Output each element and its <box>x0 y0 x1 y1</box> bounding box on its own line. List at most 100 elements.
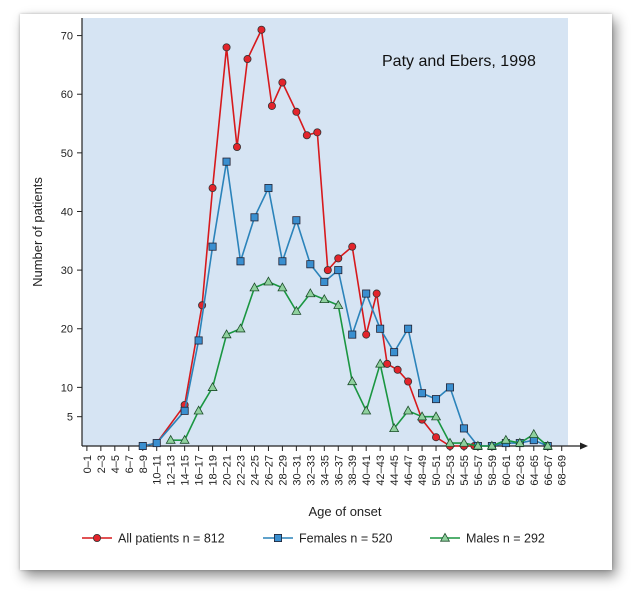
data-point <box>361 405 372 415</box>
data-point <box>319 294 330 304</box>
data-point <box>500 434 511 444</box>
x-tick-label: 28–29 <box>277 455 289 486</box>
data-point <box>302 131 311 140</box>
data-point <box>333 299 344 309</box>
data-point <box>235 323 246 333</box>
data-point <box>348 330 357 339</box>
data-point <box>292 216 301 225</box>
data-point <box>404 324 413 333</box>
data-point <box>179 434 190 444</box>
data-point <box>138 441 147 450</box>
data-point <box>233 142 242 151</box>
data-point <box>180 406 189 415</box>
x-tick-label: 52–53 <box>445 455 457 486</box>
data-point <box>222 43 231 52</box>
data-point <box>208 184 217 193</box>
x-axis-arrow <box>580 442 588 450</box>
data-point <box>528 428 539 438</box>
data-point <box>347 376 358 386</box>
y-tick-label: 30 <box>61 265 73 277</box>
x-tick-label: 34–35 <box>319 455 331 486</box>
legend-item: Males n = 292 <box>430 532 545 546</box>
data-point <box>263 276 274 286</box>
y-axis-title: Number of patients <box>30 177 45 287</box>
x-tick-label: 20–21 <box>222 455 234 486</box>
data-point <box>320 277 329 286</box>
series-3 <box>165 276 553 450</box>
y-tick-label: 5 <box>67 412 73 424</box>
x-tick-label: 42–43 <box>375 455 387 486</box>
data-point <box>444 437 456 447</box>
x-tick-label: 62–63 <box>515 455 527 486</box>
data-point <box>221 329 232 339</box>
data-point <box>348 242 357 251</box>
y-tick-label: 60 <box>61 89 73 101</box>
data-point <box>383 359 392 368</box>
data-point <box>334 254 343 263</box>
legend-label: All patients n = 812 <box>118 532 225 546</box>
data-point <box>277 282 288 292</box>
data-point <box>323 266 332 275</box>
data-point <box>458 437 470 447</box>
data-point <box>267 101 276 110</box>
data-point <box>278 257 287 266</box>
y-tick-label: 10 <box>61 382 73 394</box>
legend-label: Females n = 520 <box>299 532 393 546</box>
data-point <box>165 434 176 444</box>
x-tick-label: 10–11 <box>152 455 164 485</box>
data-point <box>236 257 245 266</box>
x-tick-label: 24–25 <box>249 455 261 486</box>
data-point <box>305 288 316 298</box>
legend-marker <box>93 534 102 543</box>
data-point <box>313 128 322 137</box>
data-point <box>542 440 553 450</box>
x-tick-label: 0–1 <box>82 455 94 473</box>
data-point <box>152 439 161 448</box>
data-point <box>207 381 218 391</box>
data-point <box>372 289 381 298</box>
data-point <box>432 395 441 404</box>
line-chart: 5 10 20 30 40 50 60 70 0–1 2–3 4–5 6–7 8–9 10–11 12–13… <box>30 18 588 546</box>
data-point <box>264 184 273 193</box>
x-axis-title: Age of onset <box>309 504 382 519</box>
x-tick-label: 22–23 <box>236 455 248 486</box>
x-tick-label: 26–27 <box>263 455 275 486</box>
data-point <box>416 411 428 421</box>
x-tick-label: 46–47 <box>403 455 415 486</box>
x-tick-label: 44–45 <box>389 455 401 486</box>
x-tick-label: 50–51 <box>431 455 443 486</box>
legend-marker <box>273 534 282 543</box>
data-point <box>291 305 302 315</box>
x-tick-label: 4–5 <box>110 455 122 473</box>
data-point <box>362 289 371 298</box>
data-point <box>306 260 315 269</box>
data-point <box>430 411 442 421</box>
data-point <box>194 336 203 345</box>
x-tick-label: 40–41 <box>361 455 373 486</box>
legend-marker <box>439 532 451 542</box>
data-point <box>418 389 427 398</box>
data-point <box>362 330 371 339</box>
data-point <box>389 422 400 433</box>
x-tick-label: 54–55 <box>459 455 471 486</box>
x-tick-label: 58–59 <box>487 455 499 486</box>
x-tick-label: 6–7 <box>124 455 136 473</box>
data-point <box>243 55 252 64</box>
figure-card: 5 10 20 30 40 50 60 70 0–1 2–3 4–5 6–7 8–9 10–11 12–13… <box>20 14 612 570</box>
data-point <box>193 405 204 415</box>
x-tick-label: 30–31 <box>291 455 303 486</box>
y-tick-label: 70 <box>61 31 73 43</box>
x-tick-label: 18–19 <box>208 455 220 486</box>
x-tick-label: 32–33 <box>305 455 317 486</box>
data-point <box>250 213 259 222</box>
data-point <box>278 78 287 87</box>
legend-label: Males n = 292 <box>466 532 545 546</box>
data-point <box>249 282 260 292</box>
x-tick-label: 48–49 <box>417 455 429 486</box>
data-point <box>459 424 468 433</box>
x-tick-label: 38–39 <box>347 455 359 486</box>
x-tick-label: 60–61 <box>501 455 513 486</box>
data-point <box>376 324 385 333</box>
data-point <box>390 348 399 357</box>
series-layer <box>138 25 553 450</box>
